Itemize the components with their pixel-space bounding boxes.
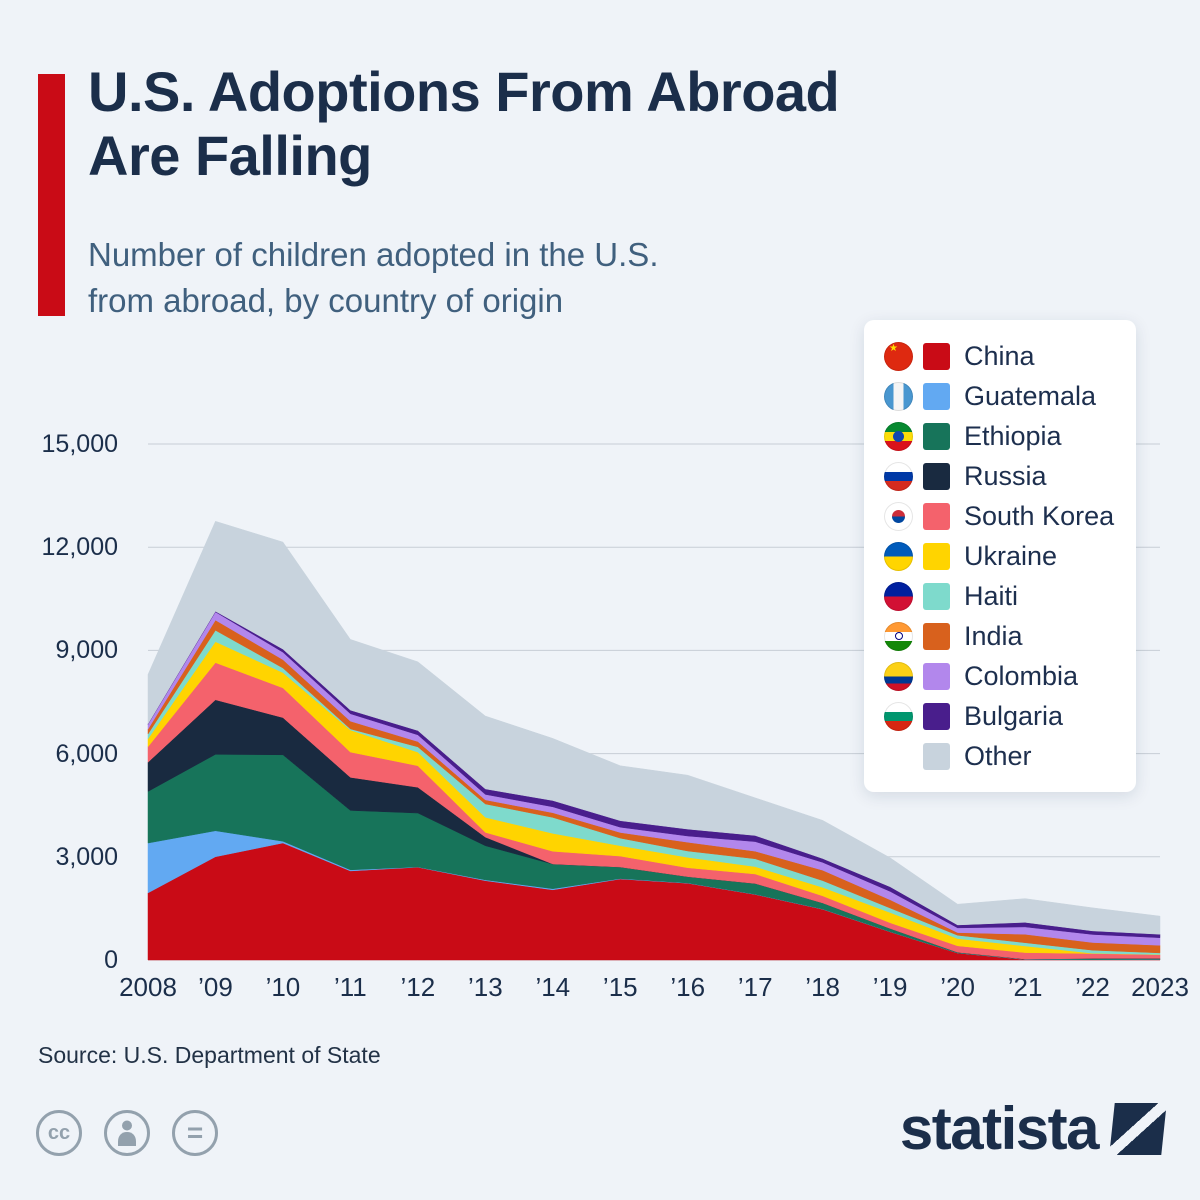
legend-item-bulgaria: Bulgaria xyxy=(884,696,1128,736)
equals-glyph: = xyxy=(186,1117,204,1148)
x-tick-2011: ’11 xyxy=(334,972,367,1002)
y-tick-3000: 3,000 xyxy=(55,842,118,871)
legend-item-guatemala: Guatemala xyxy=(884,376,1128,416)
legend-label: Russia xyxy=(964,460,1047,491)
license-icons: cc = xyxy=(36,1110,218,1156)
haiti-flag-icon xyxy=(884,581,913,611)
x-tick-2019: ’19 xyxy=(872,972,908,1002)
legend-swatch-india xyxy=(923,622,950,650)
legend-item-haiti: Haiti xyxy=(884,576,1128,616)
attribution-person-icon xyxy=(104,1110,150,1156)
legend-item-china: China xyxy=(884,336,1128,376)
cc-glyph: cc xyxy=(47,1121,71,1144)
legend-swatch-guatemala xyxy=(923,382,950,410)
legend-item-colombia: Colombia xyxy=(884,656,1128,696)
chart-subtitle: Number of children adopted in the U.S. f… xyxy=(88,232,659,324)
legend-swatch-colombia xyxy=(923,662,950,690)
x-tick-2018: ’18 xyxy=(805,972,841,1002)
x-tick-2013: ’13 xyxy=(467,972,503,1002)
x-tick-2022: ’22 xyxy=(1075,972,1110,1002)
x-tick-2017: ’17 xyxy=(737,972,773,1002)
subtitle-line-2: from abroad, by country of origin xyxy=(88,282,564,320)
y-tick-12000: 12,000 xyxy=(41,533,118,562)
stacked-area-chart xyxy=(147,443,1161,961)
ukraine-flag-icon xyxy=(884,541,913,571)
x-axis: 2008 ’09 ’10 ’11 ’12 ’13 ’14 ’15 ’16 ’17 ’18 ’19 ’20… xyxy=(119,972,1189,1006)
x-tick-2021: ’21 xyxy=(1007,972,1043,1002)
statista-wordmark: statista xyxy=(899,1095,1100,1162)
y-axis: 0 3,000 6,000 9,000 12,000 15,000 xyxy=(10,420,132,973)
equals-icon: = xyxy=(172,1110,218,1156)
x-tick-2009: ’09 xyxy=(198,972,233,1002)
legend-label: Bulgaria xyxy=(964,700,1064,731)
y-tick-15000: 15,000 xyxy=(41,430,118,458)
chart-plot xyxy=(147,420,1161,961)
creative-commons-icon: cc xyxy=(36,1110,82,1156)
legend-item-ukraine: Ukraine xyxy=(884,536,1128,576)
legend-swatch-ukraine xyxy=(923,542,950,570)
legend-label: Guatemala xyxy=(964,380,1097,411)
legend-item-other: Other xyxy=(884,736,1128,776)
x-tick-2015: ’15 xyxy=(602,972,638,1002)
y-tick-9000: 9,000 xyxy=(55,636,118,665)
legend-swatch-china xyxy=(923,342,950,370)
title-line-1: U.S. Adoptions From Abroad xyxy=(88,60,840,123)
flag-placeholder xyxy=(884,742,913,771)
subtitle-line-1: Number of children adopted in the U.S. xyxy=(88,236,659,273)
statista-logo: statista xyxy=(899,1094,1167,1163)
russia-flag-icon xyxy=(884,461,913,491)
y-tick-0: 0 xyxy=(104,946,118,974)
legend-label: Ukraine xyxy=(964,540,1058,571)
legend-item-india: India xyxy=(884,616,1128,656)
page-title: U.S. Adoptions From Abroad Are Falling xyxy=(88,60,840,189)
y-tick-6000: 6,000 xyxy=(55,739,118,768)
legend-item-russia: Russia xyxy=(884,456,1128,496)
area-other xyxy=(147,520,1161,935)
legend-swatch-bulgaria xyxy=(923,702,950,730)
x-tick-2023: 2023 xyxy=(1131,972,1189,1002)
legend-swatch-south-korea xyxy=(923,502,950,530)
guatemala-flag-icon xyxy=(884,381,913,411)
x-tick-2014: ’14 xyxy=(535,972,571,1002)
bulgaria-flag-icon xyxy=(884,701,913,731)
legend-item-south-korea: South Korea xyxy=(884,496,1128,536)
legend-items: China Guatemala Ethiopia Russia South Korea U… xyxy=(884,336,1128,776)
x-tick-2016: ’16 xyxy=(670,972,706,1002)
accent-bar xyxy=(38,74,65,316)
x-tick-2010: ’10 xyxy=(265,972,301,1002)
person-glyph xyxy=(118,1120,136,1146)
china-flag-icon xyxy=(884,341,913,371)
chart-legend: China Guatemala Ethiopia Russia South Korea U… xyxy=(864,320,1136,792)
legend-label: South Korea xyxy=(964,500,1115,531)
statista-logo-mark-icon xyxy=(1109,1102,1167,1155)
legend-label: Ethiopia xyxy=(964,420,1062,451)
legend-label: Other xyxy=(964,740,1032,771)
legend-label: China xyxy=(964,340,1035,371)
legend-swatch-russia xyxy=(923,462,950,490)
legend-item-ethiopia: Ethiopia xyxy=(884,416,1128,456)
south-korea-flag-icon xyxy=(884,501,913,531)
source-text: Source: U.S. Department of State xyxy=(38,1042,381,1068)
legend-label: Colombia xyxy=(964,660,1079,691)
x-tick-2012: ’12 xyxy=(400,972,436,1002)
legend-swatch-ethiopia xyxy=(923,422,950,450)
title-line-2: Are Falling xyxy=(88,124,372,188)
legend-label: India xyxy=(964,620,1023,651)
colombia-flag-icon xyxy=(884,661,913,691)
x-tick-2008: 2008 xyxy=(119,972,177,1002)
legend-label: Haiti xyxy=(964,580,1019,611)
legend-swatch-haiti xyxy=(923,582,950,610)
ethiopia-flag-icon xyxy=(884,421,913,451)
legend-swatch-other xyxy=(923,742,950,770)
india-flag-icon xyxy=(884,621,913,651)
x-tick-2020: ’20 xyxy=(940,972,975,1002)
